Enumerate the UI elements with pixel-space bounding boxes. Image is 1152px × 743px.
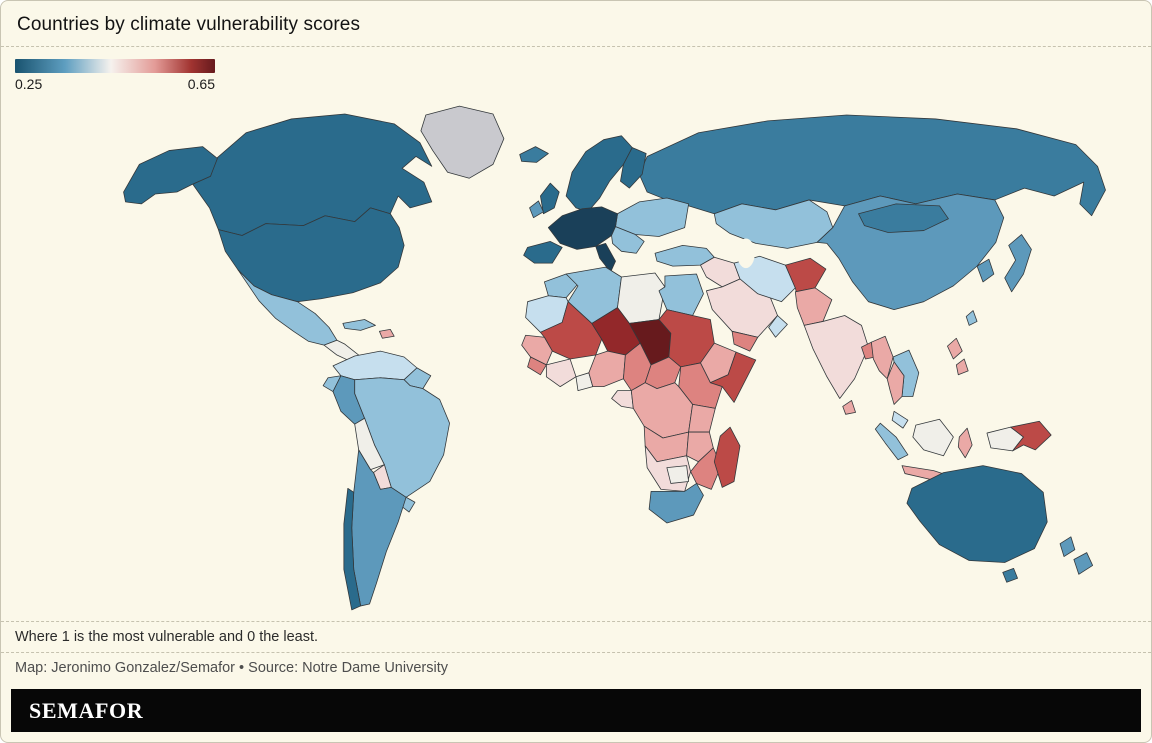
legend-min-label: 0.25 [15,76,43,92]
region-balkans [611,226,645,254]
country-nigeria [588,350,626,388]
country-russia [638,114,1106,217]
country-sri-lanka [842,400,856,415]
country-japan [1004,234,1032,293]
countries [123,105,1106,611]
country-philippines-south [955,358,969,376]
country-hispaniola [379,328,395,339]
country-zambia [686,431,714,463]
footer: SEMAFOR [1,683,1151,742]
country-thailand [886,361,905,405]
legend: 0.25 0.65 [1,47,1151,94]
map-caption: Where 1 is the most vulnerable and 0 the… [1,621,1151,652]
map-container [1,94,1151,621]
country-philippines-north [947,337,963,360]
country-mongolia [858,203,949,233]
country-cuba [342,319,376,331]
country-new-zealand-north [1059,536,1076,557]
country-india [803,315,869,399]
country-madagascar [713,426,741,488]
country-usa-alaska [123,146,218,205]
region-eastern-europe [615,197,690,237]
legend-max-label: 0.65 [187,76,215,92]
country-south-africa [648,483,704,524]
chart-title: Countries by climate vulnerability score… [17,14,361,35]
country-finland [620,147,647,189]
map-attribution: Map: Jeronimo Gonzalez/Semafor • Source:… [1,652,1151,683]
chart-header: Countries by climate vulnerability score… [1,1,1151,46]
country-greenland [420,105,505,179]
region-sierra-leone-liberia [527,356,547,376]
black-sea [658,234,691,249]
country-egypt [658,273,704,316]
country-tanzania [688,404,716,433]
country-morocco [543,273,579,299]
country-taiwan [965,310,978,326]
legend-gradient-bar [15,59,215,73]
caspian-sea [737,238,755,269]
country-australia [906,465,1048,563]
world-map [123,105,1106,611]
region-western-europe [547,206,618,250]
country-yemen [731,330,759,352]
island-sulawesi [957,427,973,459]
region-iberia [523,241,563,264]
header-divider [1,46,1151,47]
country-south-korea [976,258,995,283]
country-italy [595,243,616,273]
country-ivory-coast [545,358,577,388]
country-chile [343,487,362,611]
country-papua-new-guinea [1010,420,1052,452]
country-new-zealand-south [1073,552,1094,575]
region-gabon-congo [611,390,634,409]
country-uk [540,182,560,215]
country-iran [733,255,796,303]
country-canada [192,113,433,236]
semafor-logo: SEMAFOR [29,697,144,723]
country-botswana [666,465,690,484]
island-borneo [912,418,954,457]
country-iceland [519,146,549,163]
country-malaysia [891,410,909,429]
country-oman [768,315,788,338]
island-sumatra [874,422,909,461]
country-pakistan [794,287,833,326]
legend-labels: 0.25 0.65 [15,76,215,92]
island-tasmania [1002,568,1018,583]
footer-bar: SEMAFOR [11,689,1141,732]
country-libya [617,272,666,324]
country-ireland [529,200,544,219]
